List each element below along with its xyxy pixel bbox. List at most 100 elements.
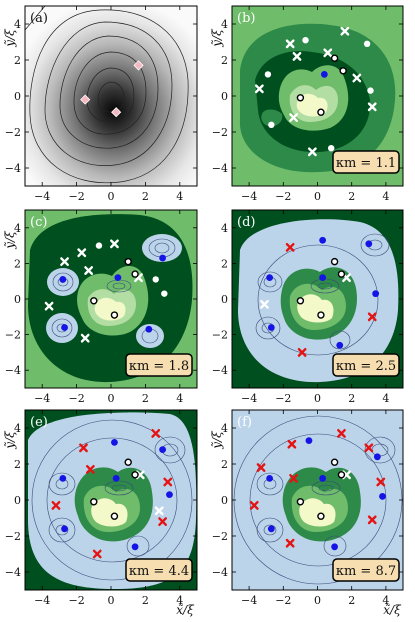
y-tick-label: −4	[212, 566, 228, 579]
x-tick-label: 0	[108, 190, 115, 203]
white-dot-marker	[367, 87, 374, 94]
blue-dot-marker	[61, 525, 68, 533]
y-tick-label: −4	[5, 162, 21, 175]
red-cross-marker	[367, 312, 377, 322]
blue-dot-marker	[112, 475, 120, 482]
open-circle-marker	[337, 471, 346, 479]
white-cross-marker	[154, 506, 164, 516]
region-core	[91, 498, 128, 527]
ylabel: ỹ/ξ	[210, 430, 224, 450]
y-tick-label: 2	[14, 54, 21, 67]
red-cross-marker	[364, 443, 374, 453]
y-tick-label: 2	[221, 54, 228, 67]
x-tick-label: −2	[275, 392, 291, 405]
white-cross-marker	[60, 257, 69, 267]
x-tick-label: 4	[382, 392, 389, 405]
region-core	[299, 498, 336, 527]
open-circle-marker	[317, 311, 325, 319]
x-tick-label: −2	[68, 190, 84, 203]
blue-dot-marker	[319, 274, 327, 282]
open-circle-marker	[131, 471, 139, 479]
y-tick-label: 2	[221, 257, 228, 270]
white-dot-marker	[264, 71, 272, 78]
x-tick-label: −4	[34, 392, 50, 405]
y-tick-label: 0	[14, 90, 21, 103]
y-tick-label: −2	[212, 329, 228, 342]
blue-dot-marker	[166, 491, 173, 498]
diamond-marker	[111, 107, 122, 118]
kappa-box: κm = 2.5	[332, 353, 400, 377]
white-cross-marker	[77, 248, 87, 258]
kappa-box: κm = 8.7	[332, 558, 400, 582]
y-tick-label: 0	[14, 494, 21, 507]
x-tick-label: −2	[275, 594, 291, 607]
y-tick-label: 4	[221, 18, 228, 31]
ylabel: ỹ/ξ	[210, 28, 224, 48]
white-cross-marker	[110, 239, 119, 249]
white-dot-marker	[327, 145, 335, 152]
red-cross-marker	[297, 348, 307, 357]
panel-b: (b) κm = 1.1	[231, 5, 404, 187]
blue-dot-marker	[372, 290, 380, 298]
white-cross-marker	[80, 333, 90, 343]
blue-dot-marker	[267, 324, 275, 331]
red-cross-marker	[285, 538, 295, 548]
blue-dot-marker	[379, 493, 386, 500]
blue-dot-marker	[365, 240, 373, 248]
y-tick-label: 2	[14, 257, 21, 270]
white-dot-marker	[302, 37, 309, 44]
panel-label: (e)	[30, 415, 48, 430]
xlabel: x̃/ξ	[176, 603, 195, 617]
y-tick-label: 2	[14, 458, 21, 471]
white-cross-marker	[292, 52, 302, 61]
ylabel: ỹ/ξ	[3, 430, 17, 450]
region-mid	[261, 109, 283, 127]
white-cross-marker	[260, 299, 269, 309]
red-cross-marker	[85, 465, 95, 474]
x-tick-label: 0	[108, 594, 115, 607]
red-cross-marker	[92, 549, 102, 559]
panel-e: (e) κm = 4.4	[24, 409, 198, 591]
blue-dot-marker	[111, 439, 118, 446]
ylabel: ỹ/ξ	[3, 28, 17, 48]
red-cross-marker	[289, 474, 298, 483]
contour-lines	[255, 233, 390, 356]
blue-dot-marker	[59, 276, 67, 283]
x-tick-label: −2	[275, 190, 291, 203]
blue-dot-marker	[373, 453, 381, 461]
panel-label: (a)	[30, 11, 48, 26]
x-tick-label: 4	[176, 594, 183, 607]
ylabel: ỹ/ξ	[3, 230, 17, 250]
x-tick-label: 2	[142, 190, 149, 203]
x-tick-label: −4	[241, 392, 257, 405]
region-blue	[136, 324, 164, 348]
y-tick-label: 0	[221, 494, 228, 507]
x-tick-label: 2	[348, 392, 355, 405]
red-cross-marker	[151, 429, 161, 438]
y-tick-label: −2	[5, 126, 21, 139]
x-tick-label: 0	[314, 392, 321, 405]
x-tick-label: 4	[382, 594, 389, 607]
open-circle-marker	[317, 108, 325, 116]
red-cross-marker	[285, 242, 295, 252]
x-tick-label: 2	[142, 392, 149, 405]
white-cross-marker	[285, 39, 295, 49]
panel-c: (c) κm = 1.8	[24, 209, 198, 389]
blue-dot-marker	[336, 341, 344, 349]
open-circle-marker	[124, 458, 132, 466]
x-tick-label: −4	[241, 190, 257, 203]
y-tick-label: 4	[14, 422, 21, 435]
red-cross-marker	[249, 501, 259, 510]
blue-dot-marker	[319, 236, 327, 244]
y-tick-label: −4	[212, 364, 228, 377]
kappa-label: κm = 2.5	[336, 359, 396, 374]
blue-dot-marker	[159, 254, 167, 262]
red-cross-marker	[367, 515, 377, 525]
open-circle-marker	[296, 297, 305, 305]
open-circle-marker	[330, 257, 339, 266]
blue-dot-marker	[266, 274, 274, 282]
contour-lines	[31, 419, 193, 581]
white-cross-marker	[352, 73, 362, 83]
open-circle-marker	[317, 512, 325, 520]
red-cross-marker	[163, 477, 173, 487]
